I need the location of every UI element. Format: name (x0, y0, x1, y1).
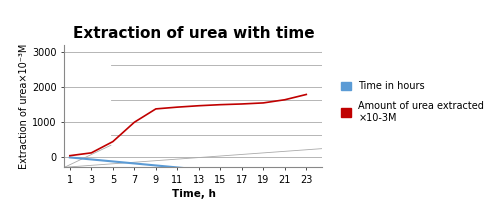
Legend: Time in hours, Amount of urea extracted
×10-3M: Time in hours, Amount of urea extracted … (339, 79, 486, 125)
X-axis label: Time, h: Time, h (172, 189, 215, 199)
Y-axis label: Extraction of urea×10⁻³M: Extraction of urea×10⁻³M (19, 43, 29, 169)
Title: Extraction of urea with time: Extraction of urea with time (72, 26, 314, 41)
